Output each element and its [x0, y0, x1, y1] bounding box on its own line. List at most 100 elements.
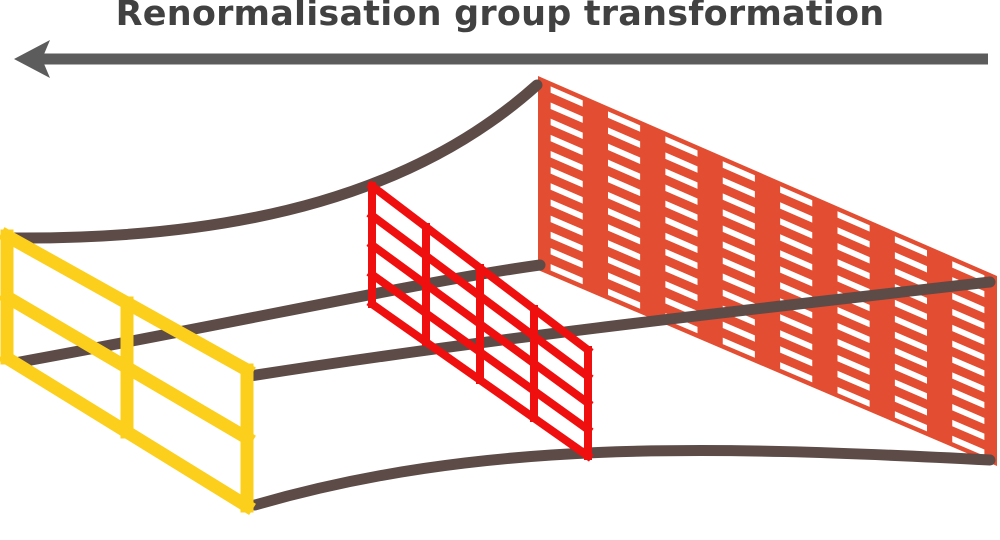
fine-lattice-slot — [780, 330, 813, 351]
lattice-row-line — [0, 227, 256, 379]
lattice-row-line — [366, 298, 594, 462]
fine-lattice-slot — [550, 231, 583, 253]
fine-lattice-slot — [607, 127, 641, 148]
fine-lattice-slot — [952, 372, 985, 393]
fine-lattice-slot — [780, 282, 813, 303]
fine-lattice-slot — [722, 161, 755, 182]
fine-lattice-slot — [665, 216, 698, 237]
fine-lattice-slot — [607, 224, 641, 245]
fine-lattice-slot — [607, 272, 641, 293]
fine-lattice-slot — [780, 202, 813, 223]
fine-lattice-slot — [837, 386, 870, 407]
fine-lattice-slot — [894, 236, 928, 257]
fine-lattice-slot — [607, 159, 641, 181]
lattice-row-line — [366, 239, 594, 409]
fine-lattice-slot — [837, 338, 870, 360]
fine-lattice-slot — [780, 218, 813, 239]
fine-lattice-slot — [550, 118, 583, 140]
fine-lattice-slot — [780, 186, 813, 207]
fine-lattice-slot — [665, 136, 698, 157]
fine-lattice-slot — [952, 435, 985, 456]
fine-lattice-slot — [550, 167, 583, 188]
fine-lattice-slot — [607, 240, 641, 261]
fine-lattice-slot — [894, 331, 928, 352]
lattice-row-line — [366, 268, 594, 436]
fine-lattice-slot — [722, 273, 755, 294]
fine-lattice-slot — [722, 241, 755, 262]
fine-lattice-slot — [894, 268, 928, 289]
flow-edges — [4, 79, 996, 511]
diagram-title: Renormalisation group transformation — [115, 0, 885, 34]
fine-lattice-slot — [837, 370, 870, 391]
fine-lattice-slot — [837, 354, 870, 375]
fine-lattice-slot — [550, 102, 583, 123]
fine-lattice-slot — [550, 150, 583, 172]
fine-lattice-slot — [607, 111, 641, 132]
fine-lattice-slot — [894, 347, 928, 368]
fine-lattice-slot — [837, 322, 870, 344]
fine-lattice-slot — [550, 86, 583, 107]
fine-lattice-slot — [780, 250, 813, 271]
fine-lattice-slot — [665, 168, 698, 189]
fine-lattice-panel — [538, 76, 997, 466]
fine-lattice-slot — [837, 243, 870, 264]
fine-lattice-slot — [952, 308, 985, 330]
fine-lattice-slot — [894, 395, 928, 416]
fine-lattice-slot — [780, 314, 813, 335]
fine-lattice-slot — [780, 362, 813, 383]
fine-lattice-slot — [665, 248, 698, 270]
fine-lattice-slot — [607, 191, 641, 213]
fine-lattice-slot — [550, 247, 583, 269]
fine-lattice-slot — [665, 184, 698, 205]
fine-lattice-slot — [722, 225, 755, 246]
fine-lattice-slot — [894, 315, 928, 337]
fine-lattice-slot — [952, 356, 985, 377]
fine-lattice-slot — [607, 143, 641, 164]
bottom-edge — [249, 444, 996, 511]
fine-lattice-slot — [722, 337, 755, 358]
fine-lattice-slot — [780, 234, 813, 255]
fine-lattice-slot — [722, 193, 755, 214]
fine-lattice-slot — [607, 175, 641, 197]
fine-lattice-slot — [952, 340, 985, 361]
fine-lattice-slot — [837, 227, 870, 248]
fine-lattice-slot — [665, 232, 698, 254]
fine-lattice-slot — [550, 134, 583, 156]
fine-lattice-slot — [952, 388, 985, 409]
fine-lattice-slot — [665, 152, 698, 173]
fine-lattice-slot — [837, 306, 870, 328]
fine-lattice-slot — [837, 275, 870, 296]
fine-lattice-slot — [722, 209, 755, 230]
fine-lattice-slot — [665, 280, 698, 302]
medium-lattice — [366, 180, 594, 462]
fine-lattice-slot — [550, 264, 583, 285]
direction-arrow — [14, 40, 988, 78]
lattice-row-line — [366, 180, 594, 356]
fine-lattice-slot — [722, 321, 755, 342]
fine-lattice-slot — [607, 288, 641, 309]
fine-lattice-slot — [894, 411, 928, 432]
top-edge — [4, 79, 543, 244]
front-edge — [244, 276, 996, 382]
fine-lattice-slot — [837, 259, 870, 280]
fine-lattice-slot — [952, 419, 985, 441]
fine-lattice-slot — [607, 256, 641, 277]
fine-lattice — [538, 76, 997, 466]
lattice-row-line — [0, 349, 256, 515]
fine-lattice-slot — [550, 183, 583, 204]
arrow-head — [14, 40, 50, 78]
fine-lattice-slot — [780, 346, 813, 367]
fine-lattice-slot — [894, 379, 928, 400]
lattice-row-line — [0, 288, 256, 447]
fine-lattice-slot — [894, 252, 928, 273]
lattice-row-line — [366, 209, 594, 383]
fine-lattice-slot — [894, 299, 928, 321]
fine-lattice-slot — [665, 200, 698, 221]
fine-lattice-slot — [952, 324, 985, 345]
fine-lattice-slot — [607, 208, 641, 229]
fine-lattice-slot — [837, 211, 870, 232]
coarse-lattice — [0, 227, 256, 515]
fine-lattice-slot — [722, 177, 755, 198]
